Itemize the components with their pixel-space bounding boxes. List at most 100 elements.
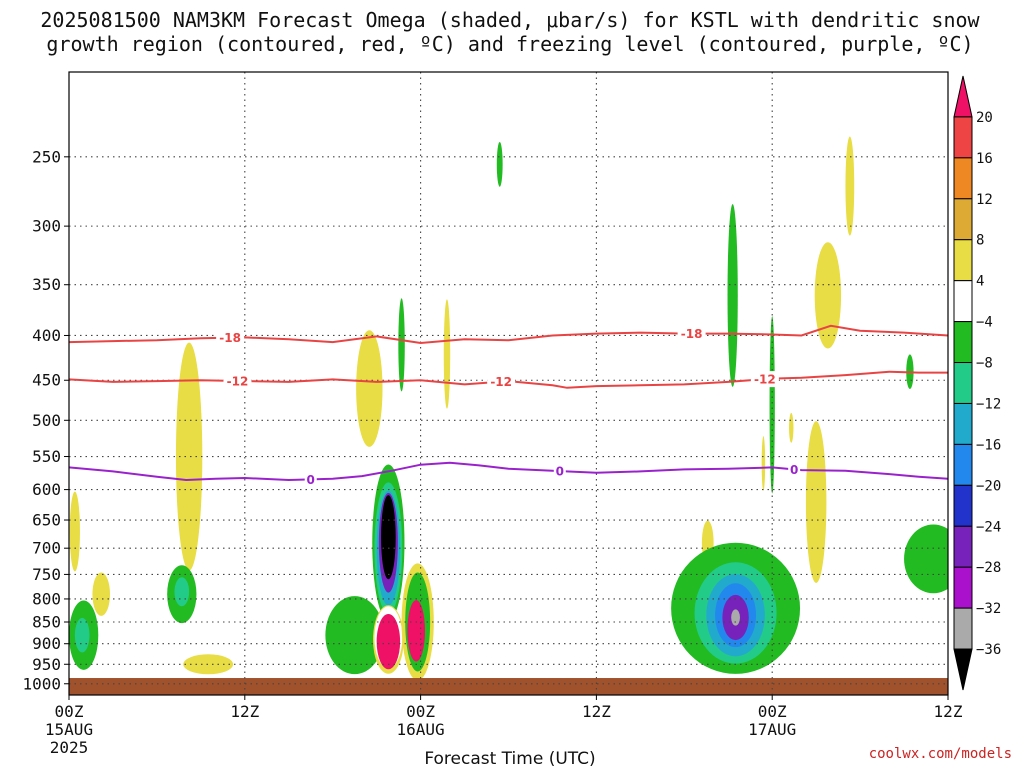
- omega-blob: [325, 596, 384, 675]
- omega-blob: [761, 436, 766, 491]
- contour-label-bg: [223, 372, 252, 389]
- colorbar-segment: [953, 157, 973, 200]
- omega-blob: [69, 491, 80, 572]
- contour-label-bg: [788, 461, 801, 478]
- omega-blob: [356, 330, 383, 447]
- omega-blob: [769, 316, 775, 494]
- colorbar-segment: [953, 484, 973, 527]
- omega-blob: [398, 298, 405, 392]
- omega-shading: [69, 136, 948, 681]
- chart-title-line-2: growth region (contoured, red, ºC) and f…: [46, 32, 973, 56]
- x-tick-label: 00Z: [758, 702, 787, 721]
- y-tick-label: 400: [32, 326, 61, 345]
- contour-label: -12: [490, 375, 512, 389]
- contour-label: 0: [307, 473, 315, 487]
- colorbar-label: −16: [976, 437, 1001, 453]
- contour-lines: -18 -18 -12 -12 -12 0 0 0: [69, 324, 948, 488]
- y-axis-ticks: 250 300 350 400 450 500 550 600 650 700 750 800 850 9…: [22, 147, 69, 693]
- colorbar-label: −32: [976, 601, 1001, 617]
- y-tick-label: 900: [32, 634, 61, 653]
- contour-label-bg: [304, 471, 317, 488]
- y-tick-label: 550: [32, 447, 61, 466]
- y-tick-label: 850: [32, 612, 61, 631]
- colorbar-label: −4: [976, 315, 993, 331]
- x-tick-date: 17AUG: [748, 720, 796, 739]
- omega-blob: [183, 654, 234, 675]
- colorbar-segment: [953, 198, 973, 241]
- x-tick-label: 00Z: [55, 702, 84, 721]
- colorbar-label: −28: [976, 560, 1001, 576]
- contour-label: -12: [754, 373, 776, 387]
- colorbar-segment: [953, 607, 973, 650]
- x-tick-label: 12Z: [934, 702, 963, 721]
- x-tick-date: 15AUG: [45, 720, 93, 739]
- y-tick-label: 950: [32, 655, 61, 674]
- x-tick-label: 12Z: [582, 702, 611, 721]
- contour-label-bg: [553, 463, 566, 480]
- x-axis-label: Forecast Time (UTC): [424, 749, 595, 768]
- omega-blob: [904, 524, 948, 594]
- x-tick-date: 16AUG: [397, 720, 445, 739]
- colorbar-label: 16: [976, 151, 993, 167]
- omega-blob: [814, 242, 842, 349]
- omega-blob: [376, 613, 401, 670]
- contour-label: -18: [219, 331, 241, 345]
- colorbar-label: −20: [976, 478, 1001, 494]
- contour-label-bg: [487, 373, 516, 390]
- y-tick-label: 500: [32, 411, 61, 430]
- colorbar-segment: [953, 566, 973, 609]
- y-tick-label: 1000: [22, 674, 61, 693]
- contour-label-bg: [750, 371, 779, 388]
- credit-text: coolwx.com/models: [869, 746, 1012, 762]
- contour-label: -18: [681, 327, 703, 341]
- contour-0: [69, 461, 948, 482]
- colorbar-label: −24: [976, 519, 1001, 535]
- y-tick-label: 700: [32, 539, 61, 558]
- omega-blob: [381, 495, 396, 580]
- x-tick-label: 12Z: [230, 702, 259, 721]
- omega-blob: [443, 299, 451, 409]
- y-tick-label: 350: [32, 275, 61, 294]
- omega-blob: [805, 421, 827, 583]
- plot-frame: [68, 71, 949, 696]
- colorbar-segment: [953, 402, 973, 445]
- omega-blob: [845, 136, 855, 236]
- colorbar-label: −36: [976, 642, 1001, 658]
- contour-label: -12: [227, 374, 249, 388]
- colorbar-label: 20: [976, 110, 993, 126]
- y-tick-label: 300: [32, 217, 61, 236]
- contour-label-bg: [677, 325, 706, 342]
- x-tick-year: 2025: [50, 738, 89, 757]
- contour-label: 0: [556, 465, 564, 479]
- surface-fill: [69, 678, 948, 695]
- colorbar-segment: [953, 116, 973, 159]
- y-tick-label: 250: [32, 147, 61, 166]
- colorbar: 20 16 12 8 4 −4 −8 −12 −16 −20 −24 −28 −32 −36: [953, 75, 1001, 691]
- colorbar-segment: [953, 362, 973, 404]
- y-tick-label: 800: [32, 589, 61, 608]
- colorbar-bottom-arrow: [953, 648, 973, 691]
- gridlines: [69, 72, 948, 695]
- colorbar-segment: [953, 280, 973, 323]
- colorbar-segment: [953, 321, 973, 364]
- y-tick-label: 450: [32, 371, 61, 390]
- colorbar-label: −12: [976, 396, 1001, 412]
- chart-title-line-1: 2025081500 NAM3KM Forecast Omega (shaded…: [40, 8, 980, 32]
- contour-label: 0: [790, 463, 798, 477]
- omega-blob: [789, 412, 794, 443]
- plot-area: -18 -18 -12 -12 -12 0 0 0: [69, 72, 948, 695]
- y-tick-label: 650: [32, 511, 61, 530]
- omega-blob: [74, 617, 90, 653]
- omega-blob: [731, 609, 740, 626]
- omega-blob: [92, 572, 111, 616]
- omega-blob: [727, 203, 738, 387]
- y-tick-label: 600: [32, 480, 61, 499]
- omega-blob: [174, 577, 190, 607]
- colorbar-label: −8: [976, 356, 993, 372]
- colorbar-segment: [953, 525, 973, 568]
- colorbar-label: 8: [976, 233, 984, 249]
- surface-layer: [69, 678, 948, 695]
- colorbar-top-arrow: [953, 75, 973, 118]
